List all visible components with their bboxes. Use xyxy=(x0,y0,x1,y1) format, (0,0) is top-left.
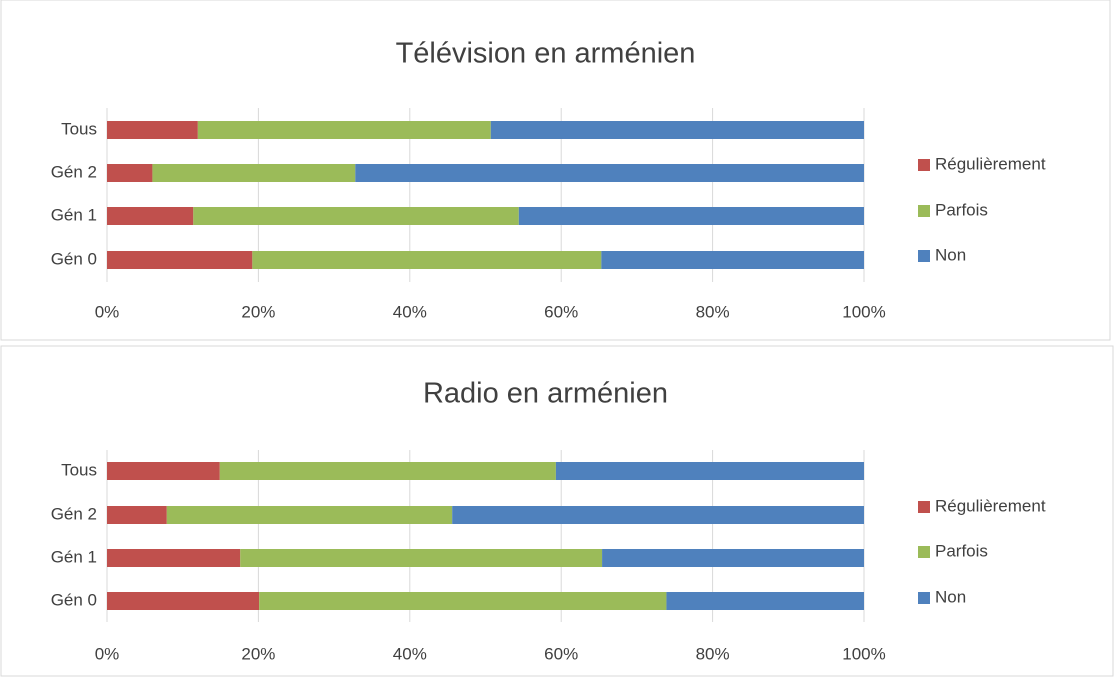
bar-segment xyxy=(518,207,864,225)
x-tick-label: 0% xyxy=(95,644,120,663)
legend-swatch xyxy=(918,205,930,217)
x-tick-label: 100% xyxy=(842,644,885,663)
bar-segment xyxy=(252,251,602,269)
bar-segment xyxy=(197,121,491,139)
bar-segment xyxy=(219,462,556,480)
chart-title: Radio en arménien xyxy=(423,378,668,410)
bar-segment xyxy=(240,549,603,567)
bar-segment xyxy=(602,549,864,567)
bar-segment xyxy=(107,549,241,567)
legend-swatch xyxy=(918,592,930,604)
bar-segment xyxy=(107,251,253,269)
legend-swatch xyxy=(918,546,930,558)
bar-segment xyxy=(107,121,198,139)
bar-segment xyxy=(490,121,864,139)
bar-segment xyxy=(259,592,667,610)
legend-label: Non xyxy=(935,587,966,606)
x-tick-label: 60% xyxy=(544,302,578,321)
x-tick-label: 60% xyxy=(544,644,578,663)
x-tick-label: 20% xyxy=(241,644,275,663)
y-tick-label: Gén 1 xyxy=(51,205,97,224)
bar-segment xyxy=(107,506,167,524)
y-tick-label: Gén 0 xyxy=(51,590,97,609)
bar-segment xyxy=(152,164,356,182)
y-tick-label: Tous xyxy=(61,460,97,479)
legend-label: Régulièrement xyxy=(935,154,1046,173)
x-tick-label: 100% xyxy=(842,302,885,321)
bar-segment xyxy=(452,506,864,524)
x-tick-label: 40% xyxy=(393,644,427,663)
bar-segment xyxy=(107,592,260,610)
legend-swatch xyxy=(918,501,930,513)
x-tick-label: 0% xyxy=(95,302,120,321)
bar-segment xyxy=(107,462,220,480)
bar-segment xyxy=(193,207,519,225)
bar-segment xyxy=(666,592,864,610)
bar-segment xyxy=(355,164,864,182)
legend-label: Régulièrement xyxy=(935,496,1046,515)
y-tick-label: Gén 0 xyxy=(51,249,97,268)
y-tick-label: Tous xyxy=(61,119,97,138)
bar-segment xyxy=(166,506,453,524)
bar-segment xyxy=(555,462,864,480)
bar-segment xyxy=(107,164,153,182)
x-tick-label: 40% xyxy=(393,302,427,321)
legend-label: Parfois xyxy=(935,541,988,560)
legend-label: Non xyxy=(935,245,966,264)
bar-segment xyxy=(601,251,864,269)
x-tick-label: 20% xyxy=(241,302,275,321)
x-tick-label: 80% xyxy=(696,302,730,321)
chart-title: Télévision en arménien xyxy=(396,38,696,70)
y-tick-label: Gén 2 xyxy=(51,504,97,523)
bar-segment xyxy=(107,207,194,225)
y-tick-label: Gén 1 xyxy=(51,547,97,566)
legend-swatch xyxy=(918,250,930,262)
y-tick-label: Gén 2 xyxy=(51,162,97,181)
legend-swatch xyxy=(918,159,930,171)
legend-label: Parfois xyxy=(935,200,988,219)
x-tick-label: 80% xyxy=(696,644,730,663)
